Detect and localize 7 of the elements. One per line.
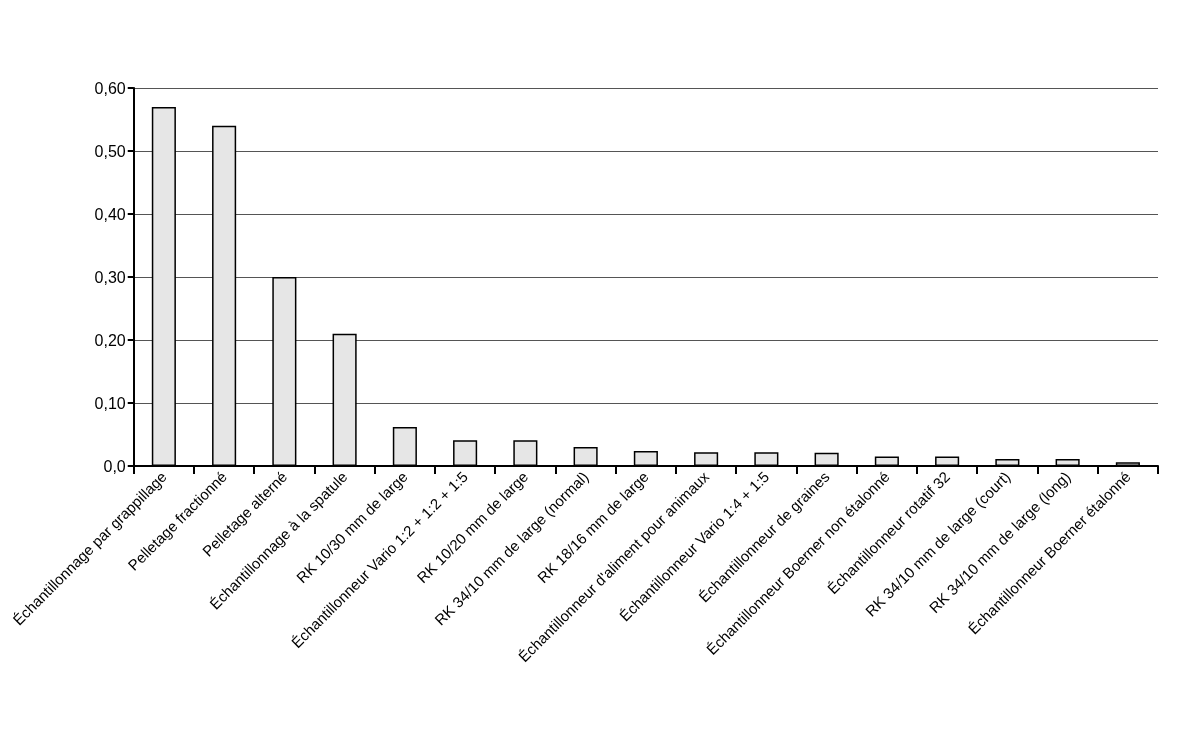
y-tick-label: 0,0 (103, 457, 126, 475)
y-tick-label: 0,20 (94, 331, 126, 349)
y-tick-label: 0,40 (94, 205, 126, 223)
y-tick-label: 0,30 (94, 268, 126, 286)
y-tick-label: 0,50 (94, 142, 126, 160)
y-tick-label: 0,60 (94, 79, 126, 97)
y-tick-label: 0,10 (94, 394, 126, 412)
